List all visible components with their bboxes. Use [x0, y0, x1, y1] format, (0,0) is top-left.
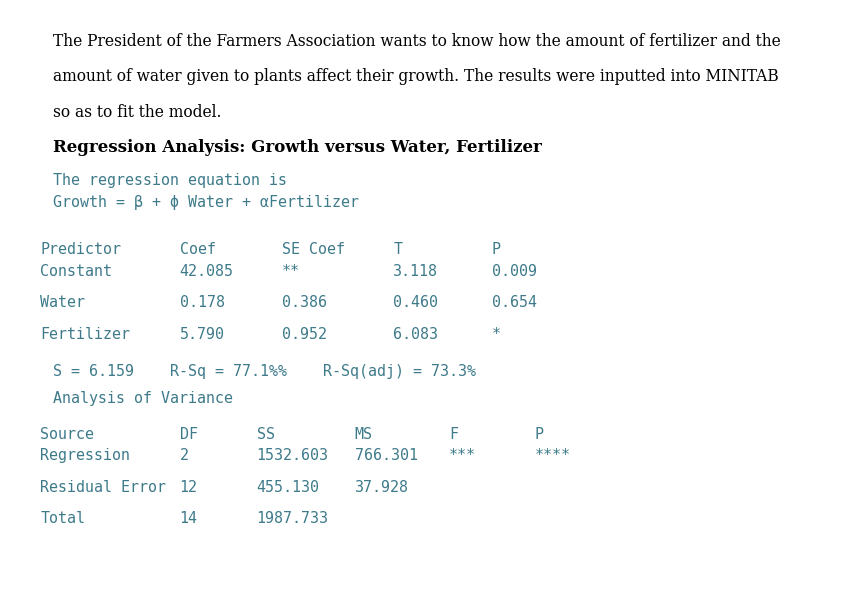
- Text: S = 6.159    R-Sq = 77.1%%    R-Sq(adj) = 73.3%: S = 6.159 R-Sq = 77.1%% R-Sq(adj) = 73.3…: [53, 364, 476, 379]
- Text: 2: 2: [180, 448, 189, 464]
- Text: 6.083: 6.083: [393, 327, 439, 342]
- Text: Residual Error: Residual Error: [40, 480, 166, 495]
- Text: 455.130: 455.130: [256, 480, 320, 495]
- Text: The regression equation is: The regression equation is: [53, 173, 287, 188]
- Text: 5.790: 5.790: [180, 327, 225, 342]
- Text: Constant: Constant: [40, 264, 112, 279]
- Text: 0.009: 0.009: [492, 264, 537, 279]
- Text: SE Coef: SE Coef: [282, 242, 345, 258]
- Text: ****: ****: [534, 448, 570, 464]
- Text: P: P: [492, 242, 501, 258]
- Text: ***: ***: [449, 448, 476, 464]
- Text: 37.928: 37.928: [355, 480, 409, 495]
- Text: 0.952: 0.952: [282, 327, 327, 342]
- Text: Growth = β + ϕ Water + αFertilizer: Growth = β + ϕ Water + αFertilizer: [53, 195, 359, 210]
- Text: 1987.733: 1987.733: [256, 511, 328, 527]
- Text: 12: 12: [180, 480, 198, 495]
- Text: 3.118: 3.118: [393, 264, 439, 279]
- Text: 0.460: 0.460: [393, 295, 439, 310]
- Text: Regression Analysis: Growth versus Water, Fertilizer: Regression Analysis: Growth versus Water…: [53, 139, 542, 156]
- Text: MS: MS: [355, 427, 373, 442]
- Text: *: *: [492, 327, 501, 342]
- Text: DF: DF: [180, 427, 198, 442]
- Text: Fertilizer: Fertilizer: [40, 327, 130, 342]
- Text: 1532.603: 1532.603: [256, 448, 328, 464]
- Text: Predictor: Predictor: [40, 242, 121, 258]
- Text: Source: Source: [40, 427, 94, 442]
- Text: so as to fit the model.: so as to fit the model.: [53, 104, 221, 121]
- Text: P: P: [534, 427, 544, 442]
- Text: SS: SS: [256, 427, 274, 442]
- Text: 42.085: 42.085: [180, 264, 233, 279]
- Text: 0.386: 0.386: [282, 295, 327, 310]
- Text: F: F: [449, 427, 458, 442]
- Text: Regression: Regression: [40, 448, 130, 464]
- Text: **: **: [282, 264, 300, 279]
- Text: T: T: [393, 242, 403, 258]
- Text: Coef: Coef: [180, 242, 215, 258]
- Text: 0.178: 0.178: [180, 295, 225, 310]
- Text: The President of the Farmers Association wants to know how the amount of fertili: The President of the Farmers Association…: [53, 33, 781, 50]
- Text: amount of water given to plants affect their growth. The results were inputted i: amount of water given to plants affect t…: [53, 68, 779, 85]
- Text: Water: Water: [40, 295, 86, 310]
- Text: Total: Total: [40, 511, 86, 527]
- Text: Analysis of Variance: Analysis of Variance: [53, 391, 233, 406]
- Text: 0.654: 0.654: [492, 295, 537, 310]
- Text: 766.301: 766.301: [355, 448, 418, 464]
- Text: 14: 14: [180, 511, 198, 527]
